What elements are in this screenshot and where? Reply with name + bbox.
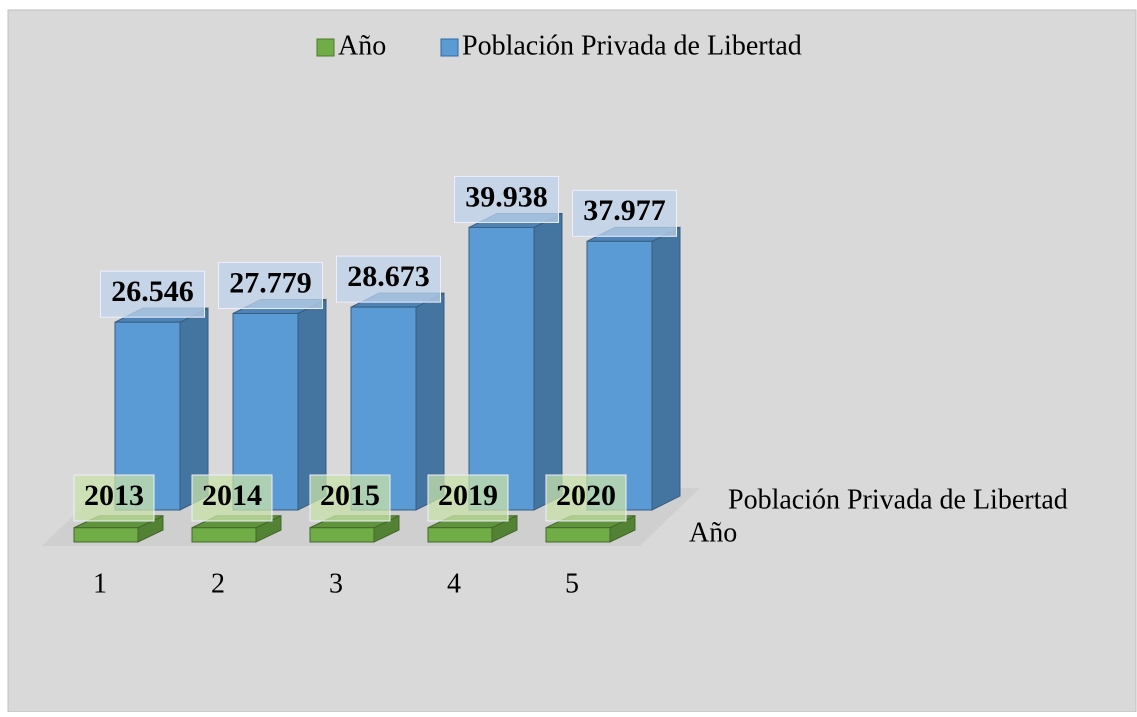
data-label: 2014: [202, 479, 262, 512]
bar-front: [427, 527, 493, 543]
x-tick-label: 2: [211, 568, 225, 599]
bar-side: [651, 226, 681, 511]
legend-label: Año: [338, 30, 386, 61]
data-label: 2015: [320, 479, 380, 512]
data-label: 26.546: [111, 275, 194, 308]
data-label-box: [454, 175, 559, 223]
data-label-box: [191, 474, 273, 522]
data-label-box: [309, 474, 391, 522]
data-label-box: [427, 474, 509, 522]
data-label: 2013: [84, 479, 144, 512]
legend-swatch: [440, 38, 459, 57]
data-label: 37.977: [583, 194, 666, 227]
bar: [468, 212, 563, 511]
data-label-box: [336, 255, 441, 303]
bar: [586, 226, 681, 511]
data-label: 39.938: [465, 180, 548, 213]
data-label-box: [100, 270, 205, 318]
data-label-box: [218, 261, 323, 309]
bar-front: [545, 527, 611, 543]
data-label: 27.779: [229, 266, 312, 299]
bar-front: [586, 240, 653, 511]
depth-axis-label: Año: [689, 517, 737, 548]
bar-front: [468, 226, 535, 511]
legend-swatch: [316, 38, 335, 57]
data-label: 28.673: [347, 260, 430, 293]
x-tick-label: 4: [447, 568, 461, 599]
legend: Año Población Privada de Libertad: [316, 30, 802, 61]
legend-label: Población Privada de Libertad: [462, 30, 802, 61]
x-tick-label: 5: [565, 568, 579, 599]
bar-front: [309, 527, 375, 543]
bar-side: [533, 212, 563, 511]
data-label: 2019: [438, 479, 498, 512]
data-label-box: [545, 474, 627, 522]
data-label: 2020: [556, 479, 616, 512]
data-label-box: [73, 474, 155, 522]
data-label-box: [572, 189, 677, 237]
bar-front: [73, 527, 139, 543]
depth-axis-label: Población Privada de Libertad: [728, 484, 1068, 515]
x-tick-label: 3: [329, 568, 343, 599]
bar-front: [191, 527, 257, 543]
x-tick-label: 1: [93, 568, 107, 599]
